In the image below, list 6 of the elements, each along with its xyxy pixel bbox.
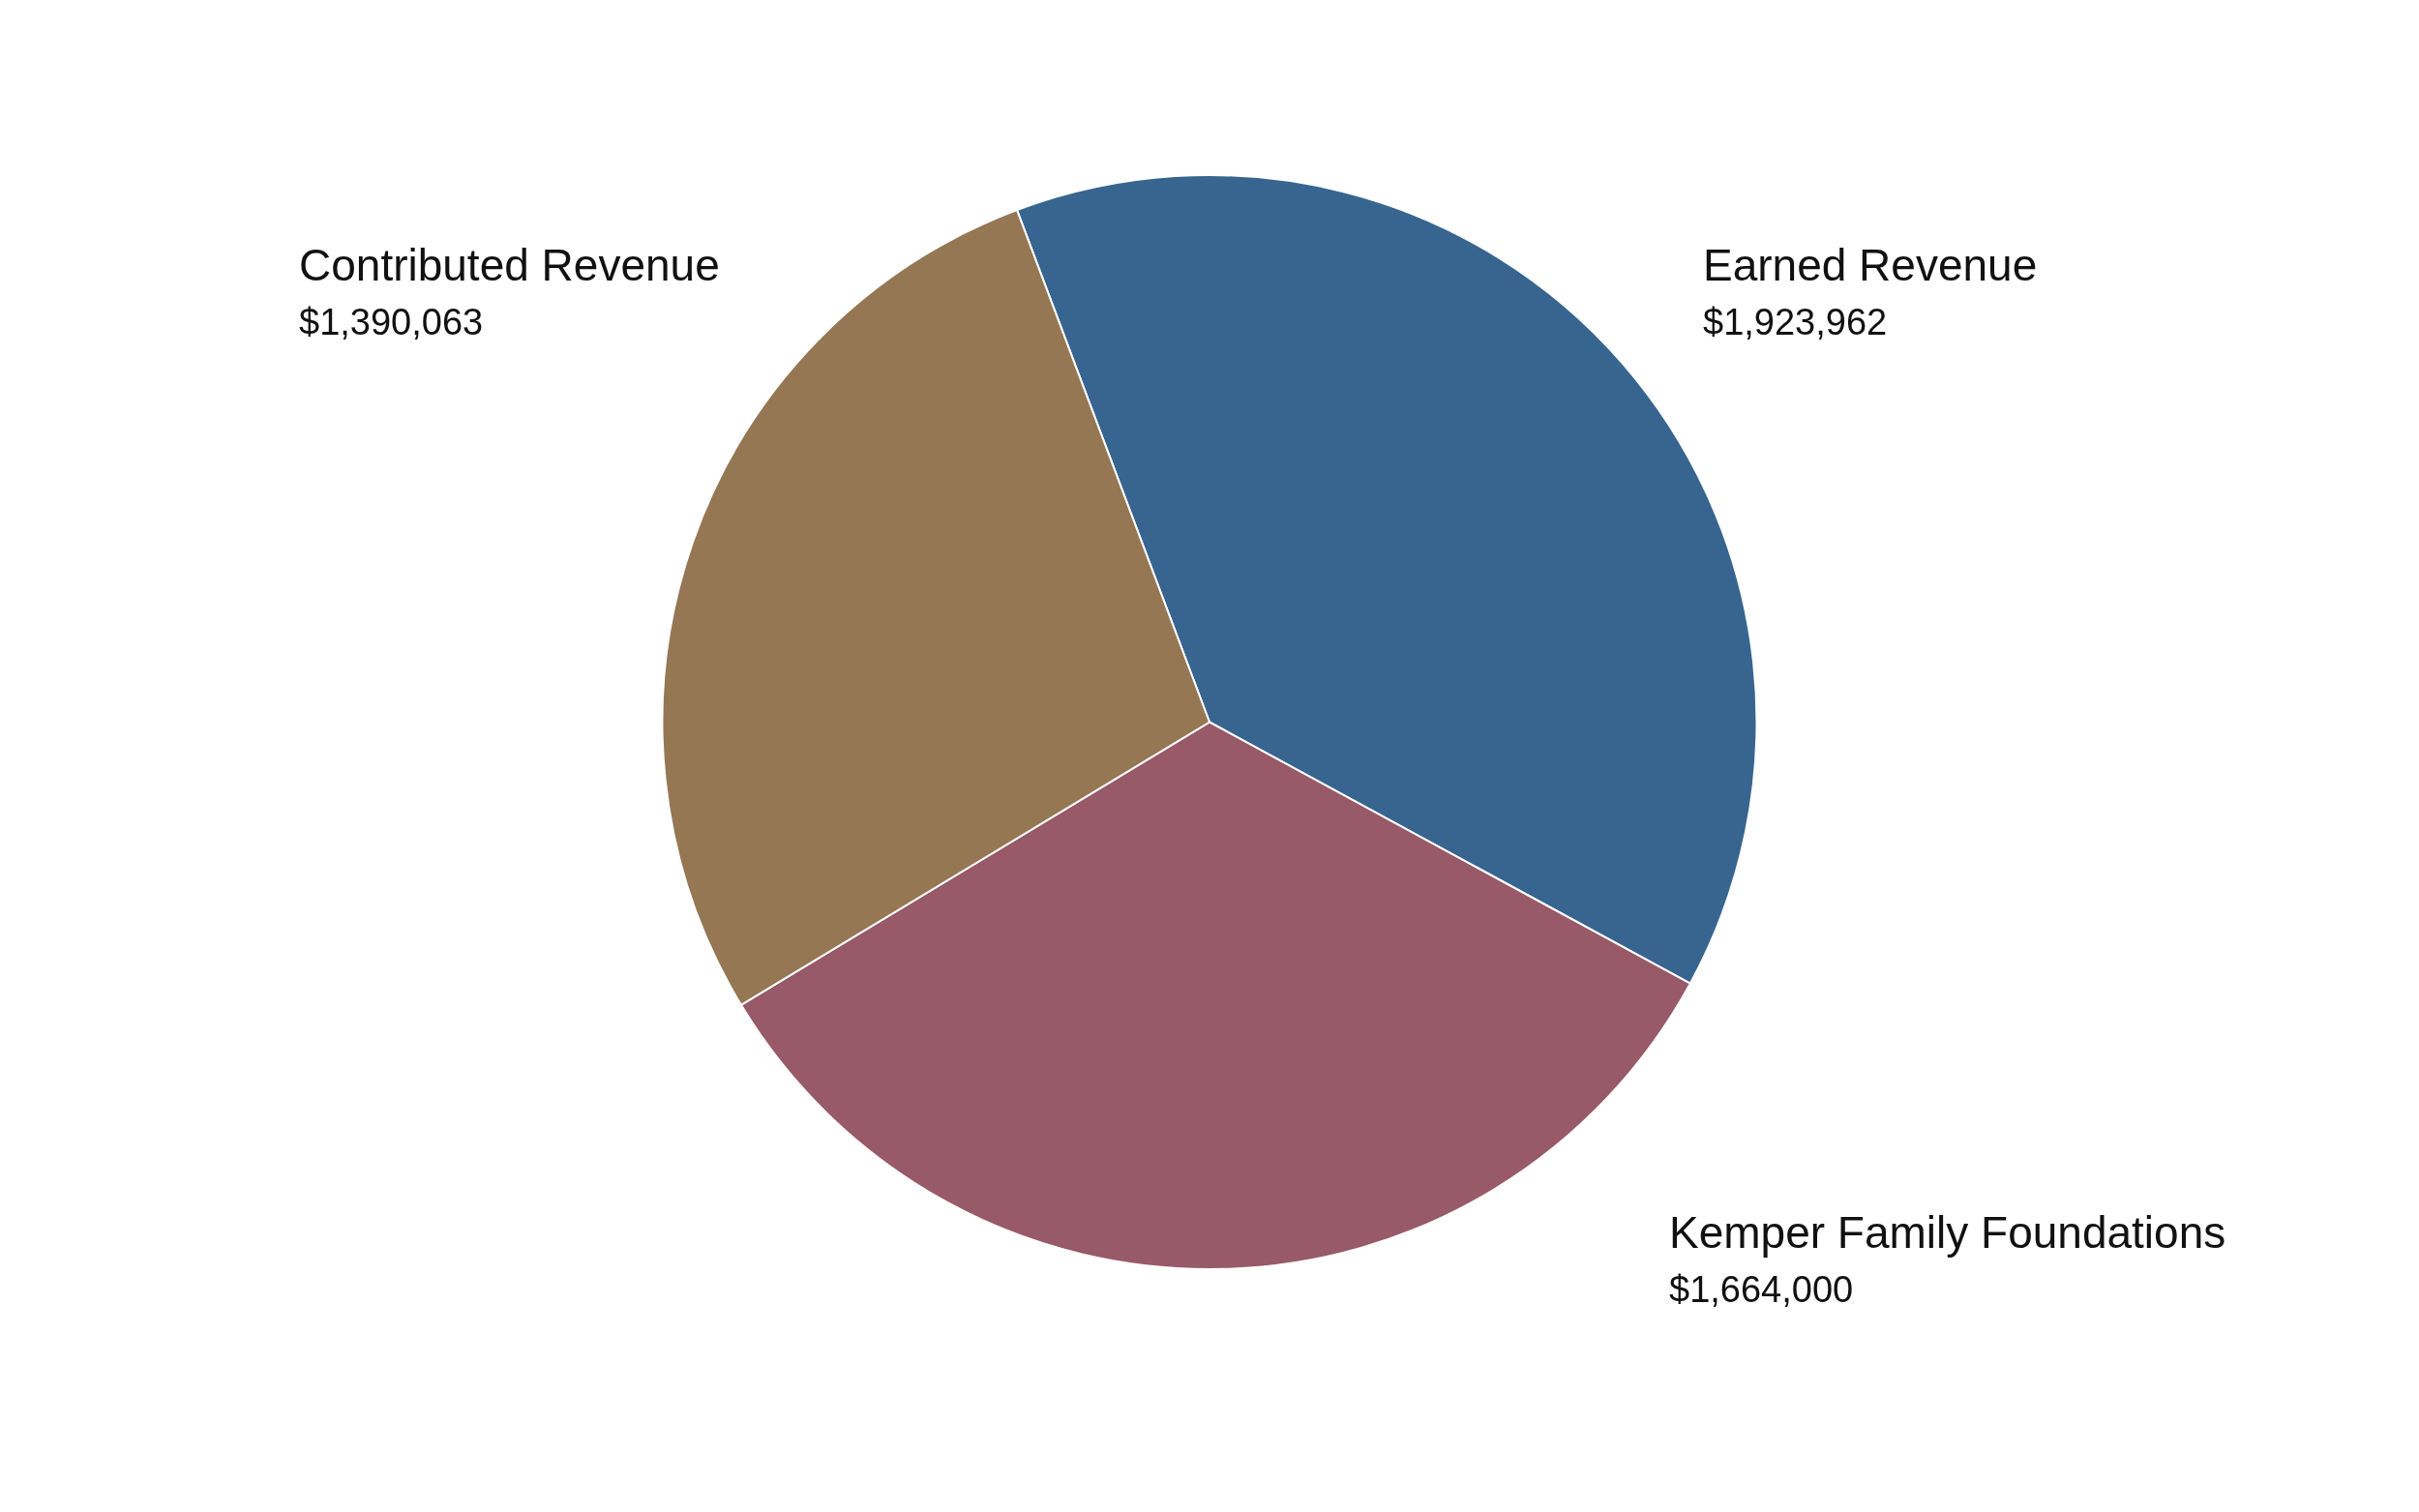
slice-label: Earned Revenue <box>1703 240 2038 290</box>
data-label: $1,390,063 <box>299 302 484 342</box>
data-label: $1,664,000 <box>1669 1269 1854 1310</box>
data-label: $1,923,962 <box>1703 302 1888 342</box>
slice-label: Kemper Family Foundations <box>1669 1207 2226 1258</box>
slice-label: Contributed Revenue <box>299 240 720 290</box>
